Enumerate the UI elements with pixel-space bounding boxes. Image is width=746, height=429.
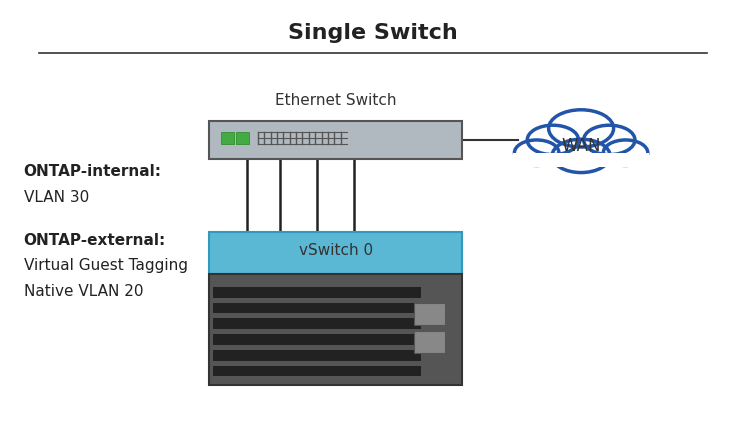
Bar bbox=[210, 274, 463, 385]
Text: Single Switch: Single Switch bbox=[288, 23, 458, 43]
Text: ONTAP-internal:: ONTAP-internal: bbox=[24, 164, 162, 179]
Circle shape bbox=[527, 125, 579, 154]
Bar bbox=[213, 318, 421, 329]
Text: Virtual Guest Tagging: Virtual Guest Tagging bbox=[24, 258, 188, 273]
Bar bbox=[213, 350, 421, 361]
Text: WAN: WAN bbox=[561, 137, 601, 155]
Text: Ethernet Switch: Ethernet Switch bbox=[275, 93, 397, 108]
Bar bbox=[414, 331, 445, 353]
Circle shape bbox=[604, 140, 648, 166]
Bar bbox=[414, 303, 445, 325]
Circle shape bbox=[552, 139, 610, 172]
Bar bbox=[513, 153, 650, 167]
Circle shape bbox=[515, 140, 559, 166]
Bar bbox=[213, 366, 421, 377]
Circle shape bbox=[583, 125, 635, 154]
Text: VLAN 30: VLAN 30 bbox=[24, 190, 89, 205]
Bar bbox=[513, 153, 650, 167]
Text: ONTAP-external:: ONTAP-external: bbox=[24, 233, 166, 248]
Circle shape bbox=[548, 110, 613, 147]
Bar bbox=[210, 232, 463, 274]
Bar bbox=[210, 121, 463, 159]
Bar bbox=[236, 132, 249, 144]
Bar bbox=[213, 334, 421, 345]
Bar bbox=[221, 132, 234, 144]
Bar bbox=[213, 287, 421, 298]
Text: Native VLAN 20: Native VLAN 20 bbox=[24, 284, 143, 299]
Bar bbox=[213, 303, 421, 313]
Text: vSwitch 0: vSwitch 0 bbox=[299, 243, 373, 258]
